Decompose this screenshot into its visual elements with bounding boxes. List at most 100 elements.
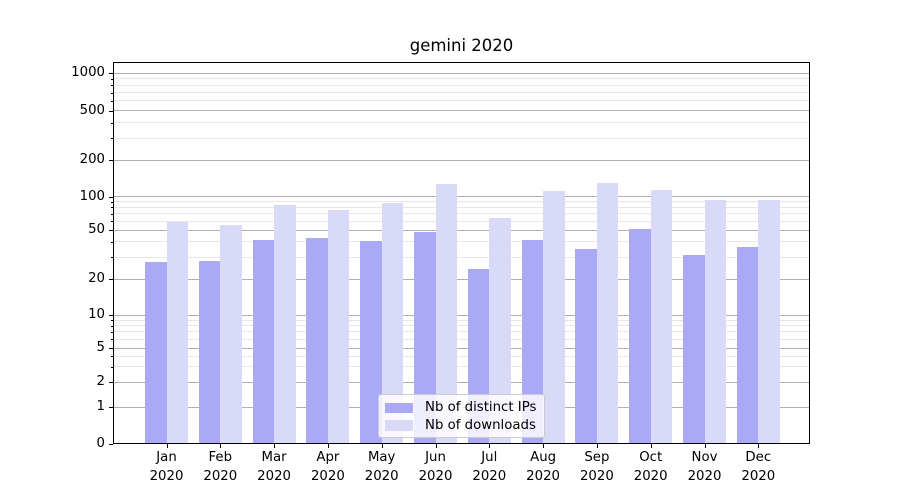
x-tick-month: Feb: [208, 450, 233, 465]
minor-gridline: [114, 78, 809, 80]
y-tick-mark: [109, 73, 113, 75]
x-tick-label-oct: Oct 2020: [616, 449, 686, 486]
x-tick-mark: [274, 444, 276, 448]
minor-gridline: [114, 338, 809, 340]
bar-distinct-ips-nov: [683, 255, 705, 443]
y-tick-label: 100: [79, 188, 105, 204]
bar-distinct-ips-jan: [145, 262, 167, 443]
bar-downloads-jan: [166, 222, 188, 443]
x-tick-mark: [166, 444, 168, 448]
y-tick-label: 1: [96, 399, 105, 414]
y-minor-tick-mark: [110, 366, 113, 368]
major-gridline: [114, 314, 809, 316]
x-tick-month: Aug: [530, 450, 557, 465]
bar-downloads-sep: [596, 182, 619, 443]
minor-gridline: [114, 331, 809, 333]
x-tick-mark: [327, 444, 329, 448]
bar-distinct-ips-oct: [629, 228, 651, 443]
minor-gridline: [114, 220, 809, 222]
y-tick-label: 1000: [71, 65, 105, 81]
bar-distinct-ips-mar: [252, 240, 275, 443]
minor-gridline: [114, 201, 809, 203]
major-gridline: [114, 159, 809, 161]
major-gridline: [114, 72, 809, 74]
x-tick-label-apr: Apr 2020: [293, 449, 363, 486]
x-tick-year: 2020: [741, 468, 776, 484]
minor-gridline: [114, 241, 809, 243]
major-gridline: [114, 347, 809, 349]
major-gridline: [114, 229, 809, 231]
y-minor-tick-mark: [110, 207, 113, 209]
legend-label: Nb of distinct IPs: [425, 400, 537, 416]
legend: Nb of distinct IPs Nb of downloads: [378, 394, 545, 438]
bar-distinct-ips-aug: [521, 240, 544, 443]
bar-downloads-jul: [489, 217, 511, 443]
x-tick-year: 2020: [687, 468, 722, 484]
plot-area: [113, 62, 810, 444]
y-tick-label: 10: [88, 307, 105, 322]
y-minor-tick-mark: [110, 201, 113, 203]
y-minor-tick-mark: [110, 138, 113, 140]
bar-downloads-feb: [220, 224, 242, 443]
y-minor-tick-mark: [110, 241, 113, 243]
minor-gridline: [114, 92, 809, 94]
major-gridline: [114, 278, 809, 280]
y-tick-label: 50: [88, 222, 105, 237]
y-minor-tick-mark: [110, 221, 113, 223]
x-tick-label-nov: Nov 2020: [670, 449, 740, 486]
major-gridline: [114, 381, 809, 383]
x-tick-month: Mar: [261, 450, 287, 465]
y-tick-mark: [109, 382, 113, 383]
chart-title: gemini 2020: [409, 36, 514, 55]
bar-distinct-ips-sep: [575, 248, 597, 443]
major-gridline: [114, 196, 809, 198]
legend-swatch-icon: [385, 420, 413, 431]
y-minor-tick-mark: [110, 257, 113, 259]
x-tick-mark: [543, 444, 545, 448]
x-tick-year: 2020: [633, 468, 668, 484]
y-minor-tick-mark: [110, 325, 113, 327]
x-tick-label-feb: Feb 2020: [185, 449, 255, 486]
x-tick-month: Oct: [639, 450, 663, 465]
x-tick-month: May: [367, 450, 396, 465]
y-tick-label: 500: [79, 102, 105, 118]
y-tick-label: 2: [96, 374, 105, 389]
y-minor-tick-mark: [110, 85, 113, 87]
x-tick-mark: [381, 444, 383, 448]
x-tick-mark: [220, 444, 222, 448]
y-tick-mark: [109, 160, 113, 161]
x-tick-mark: [596, 444, 598, 448]
minor-gridline: [114, 355, 809, 357]
x-tick-label-dec: Dec 2020: [723, 449, 793, 486]
x-tick-month: Jul: [481, 450, 498, 465]
y-minor-tick-mark: [110, 320, 113, 322]
y-minor-tick-mark: [110, 100, 113, 102]
x-tick-year: 2020: [472, 468, 507, 484]
bar-distinct-ips-jun: [414, 231, 436, 443]
bar-downloads-mar: [274, 204, 296, 443]
y-tick-mark: [109, 110, 113, 112]
x-tick-mark: [650, 444, 652, 448]
minor-gridline: [114, 100, 809, 102]
minor-gridline: [114, 325, 809, 327]
minor-gridline: [114, 366, 809, 368]
minor-gridline: [114, 213, 809, 215]
bar-distinct-ips-dec: [736, 247, 759, 443]
x-tick-year: 2020: [149, 468, 184, 484]
y-tick-label: 5: [96, 340, 105, 355]
x-tick-mark: [489, 444, 491, 448]
y-minor-tick-mark: [110, 356, 113, 358]
y-tick-label: 200: [79, 152, 105, 167]
legend-entry-downloads: Nb of downloads: [379, 417, 544, 435]
minor-gridline: [114, 206, 809, 208]
legend-entry-distinct-ips: Nb of distinct IPs: [379, 399, 544, 417]
x-tick-month: Jun: [425, 450, 446, 465]
x-tick-year: 2020: [257, 468, 292, 484]
minor-gridline: [114, 137, 809, 139]
bar-downloads-nov: [704, 199, 726, 443]
x-tick-label-sep: Sep 2020: [562, 449, 632, 486]
x-tick-month: Nov: [691, 450, 718, 465]
x-tick-year: 2020: [364, 468, 399, 484]
x-tick-label-mar: Mar 2020: [239, 449, 309, 486]
x-tick-mark: [704, 444, 706, 448]
